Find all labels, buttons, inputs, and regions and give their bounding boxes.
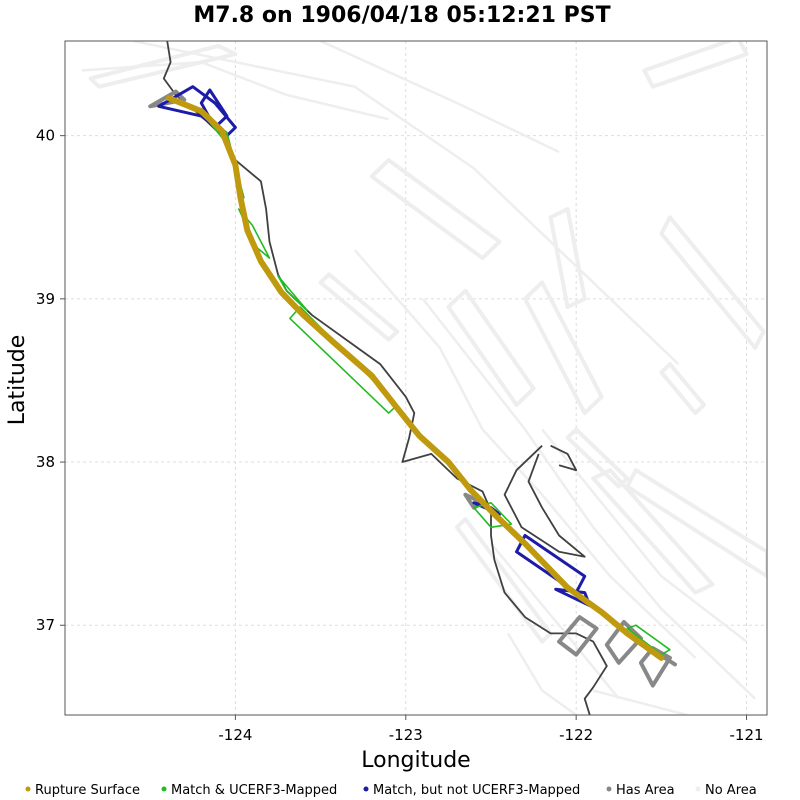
no-area-fault [446, 288, 536, 407]
no-area-fault-trace [421, 298, 756, 700]
y-tick-label: 38 [36, 453, 55, 471]
legend-swatch [25, 786, 31, 792]
legend-label: Has Area [616, 783, 675, 798]
has-area-fault [638, 646, 672, 688]
legend-swatch [161, 786, 167, 792]
rupture-surface [165, 95, 665, 661]
fault-series [148, 85, 677, 688]
no-area-fault [548, 207, 587, 309]
legend-label: Rupture Surface [35, 783, 140, 798]
no-area-fault-trace [490, 542, 620, 700]
no-area-fault-trace [541, 428, 748, 643]
match-mapped-fault [473, 501, 513, 529]
plot-frame [64, 40, 768, 716]
no-area-fault [625, 468, 767, 579]
no-area-fault [659, 215, 766, 350]
no-area-fault-trace [353, 249, 697, 659]
coastline-path [503, 445, 586, 558]
legend-swatch [606, 786, 612, 792]
match-mapped-fault [626, 624, 671, 656]
y-axis-ticks: 37 38 39 40 [36, 127, 65, 634]
has-area-fault [662, 655, 677, 667]
no-area-fault-trace [320, 41, 560, 154]
legend-swatch [695, 786, 701, 792]
coastline-path [550, 444, 578, 472]
no-area-fault-trace [592, 689, 688, 715]
legend: Rupture Surface Match & UCERF3-Mapped Matc… [25, 783, 757, 798]
chart-title: M7.8 on 1906/04/18 05:12:21 PST [193, 3, 610, 28]
no-area-fault-trace [132, 41, 680, 366]
legend-label: Match, but not UCERF3-Mapped [373, 783, 580, 798]
no-area-fault-trace [81, 60, 389, 121]
no-area-fault [523, 280, 604, 416]
match-unmapped-fault [157, 85, 237, 138]
x-tick-label: -122 [559, 726, 593, 744]
y-tick-label: 40 [36, 127, 55, 145]
x-tick-label: -121 [730, 726, 764, 744]
match-mapped-fault [277, 275, 308, 312]
no-area-fault [318, 272, 400, 342]
x-tick-label: -123 [389, 726, 423, 744]
y-tick-label: 39 [36, 290, 55, 308]
y-tick-label: 37 [36, 616, 55, 634]
no-area-fault [88, 43, 238, 89]
x-axis-label: Longitude [361, 748, 470, 773]
grid-lines [65, 41, 767, 715]
has-area-fault [557, 615, 599, 657]
no-area-fault [369, 158, 502, 261]
background-faults [81, 41, 767, 715]
x-axis-ticks: -124 -123 -122 -121 [218, 715, 764, 744]
no-area-fault [565, 427, 630, 489]
legend-swatch [363, 786, 369, 792]
no-area-fault [642, 41, 749, 89]
legend-label: Match & UCERF3-Mapped [171, 783, 337, 798]
plot-background [65, 41, 767, 715]
x-tick-label: -124 [218, 726, 252, 744]
legend-label: No Area [705, 783, 757, 798]
no-area-fault [659, 362, 706, 416]
y-axis-label: Latitude [5, 335, 30, 426]
no-area-fault-trace [506, 632, 577, 715]
